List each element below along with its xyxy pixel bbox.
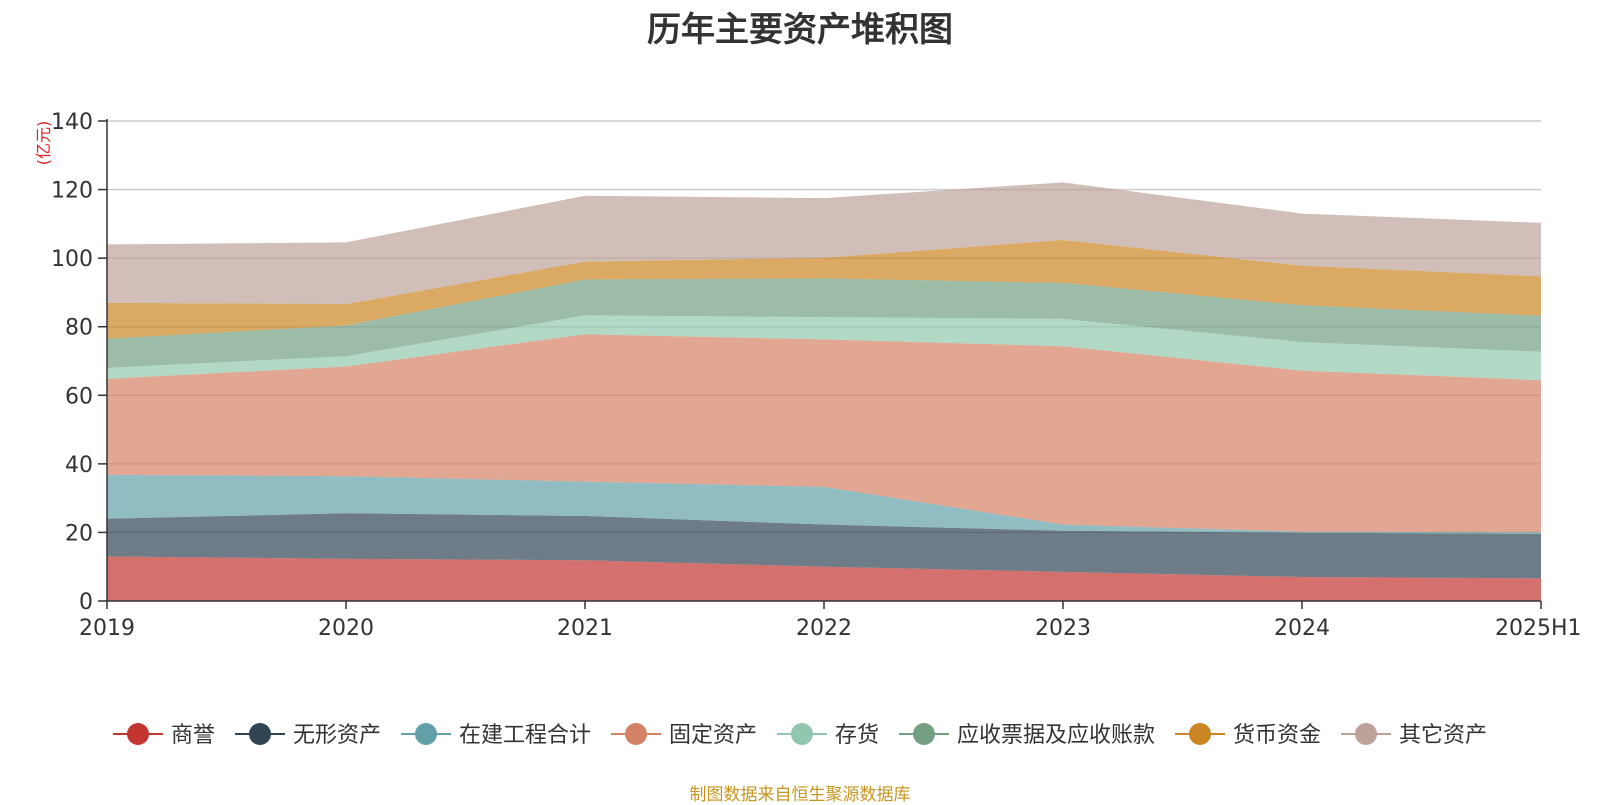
legend-marker-icon — [913, 723, 935, 745]
legend-item-2[interactable]: 无形资产 — [235, 723, 381, 748]
legend-item-6[interactable]: 应收票据及应收账款 — [899, 723, 1155, 748]
legend-marker-icon — [249, 723, 271, 745]
y-tick-label: 80 — [65, 316, 93, 341]
area-series-4 — [107, 334, 1541, 533]
x-tick-label: 2021 — [557, 616, 613, 641]
legend-label: 固定资产 — [669, 723, 757, 748]
legend-label: 货币资金 — [1233, 723, 1321, 748]
y-tick-label: 0 — [79, 590, 93, 615]
y-tick-label: 100 — [51, 247, 93, 272]
area-series-8 — [107, 182, 1541, 305]
legend-label: 存货 — [835, 723, 879, 748]
legend-label: 在建工程合计 — [459, 723, 591, 748]
legend-marker-icon — [1355, 723, 1377, 745]
legend: 商誉 无形资产 在建工程合计 固定资产 存货 应收票据及应收账款 货币资金 其它资产 — [113, 723, 1487, 748]
area-series-3 — [107, 474, 1541, 534]
legend-item-4[interactable]: 固定资产 — [611, 723, 757, 748]
y-tick-label: 20 — [65, 521, 93, 546]
y-tick-label: 60 — [65, 384, 93, 409]
legend-marker-icon — [791, 723, 813, 745]
legend-label: 应收票据及应收账款 — [957, 723, 1155, 748]
x-tick-label: 2019 — [79, 616, 135, 641]
legend-label: 其它资产 — [1399, 723, 1487, 748]
area-series-5 — [107, 315, 1541, 381]
legend-label: 商誉 — [171, 723, 215, 748]
y-axis-unit-label: (亿元) — [34, 121, 53, 166]
x-tick-label: 2025H1 — [1495, 616, 1582, 641]
legend-item-1[interactable]: 商誉 — [113, 723, 215, 748]
x-tick-label: 2024 — [1274, 616, 1330, 641]
legend-marker-icon — [625, 723, 647, 745]
source-note: 制图数据来自恒生聚源数据库 — [689, 785, 911, 805]
x-tick-label: 2022 — [796, 616, 852, 641]
legend-item-3[interactable]: 在建工程合计 — [401, 723, 591, 748]
x-tick-label: 2023 — [1035, 616, 1091, 641]
y-tick-label: 140 — [51, 110, 93, 135]
area-series-7 — [107, 239, 1541, 339]
legend-item-5[interactable]: 存货 — [777, 723, 879, 748]
y-tick-label: 120 — [51, 179, 93, 204]
chart-title: 历年主要资产堆积图 — [647, 10, 953, 50]
legend-item-7[interactable]: 货币资金 — [1175, 723, 1321, 748]
axes: 0 20 40 60 80 100 120 140 2019 2020 2021 2022 2023 20… — [51, 110, 1582, 641]
legend-label: 无形资产 — [293, 723, 381, 748]
area-series-2 — [107, 513, 1541, 579]
legend-marker-icon — [1189, 723, 1211, 745]
x-tick-label: 2020 — [318, 616, 374, 641]
area-series-6 — [107, 278, 1541, 368]
legend-item-8[interactable]: 其它资产 — [1341, 723, 1487, 748]
area-series-1 — [107, 556, 1541, 601]
legend-marker-icon — [415, 723, 437, 745]
area-series-group — [107, 182, 1541, 601]
legend-marker-icon — [127, 723, 149, 745]
y-tick-label: 40 — [65, 453, 93, 478]
